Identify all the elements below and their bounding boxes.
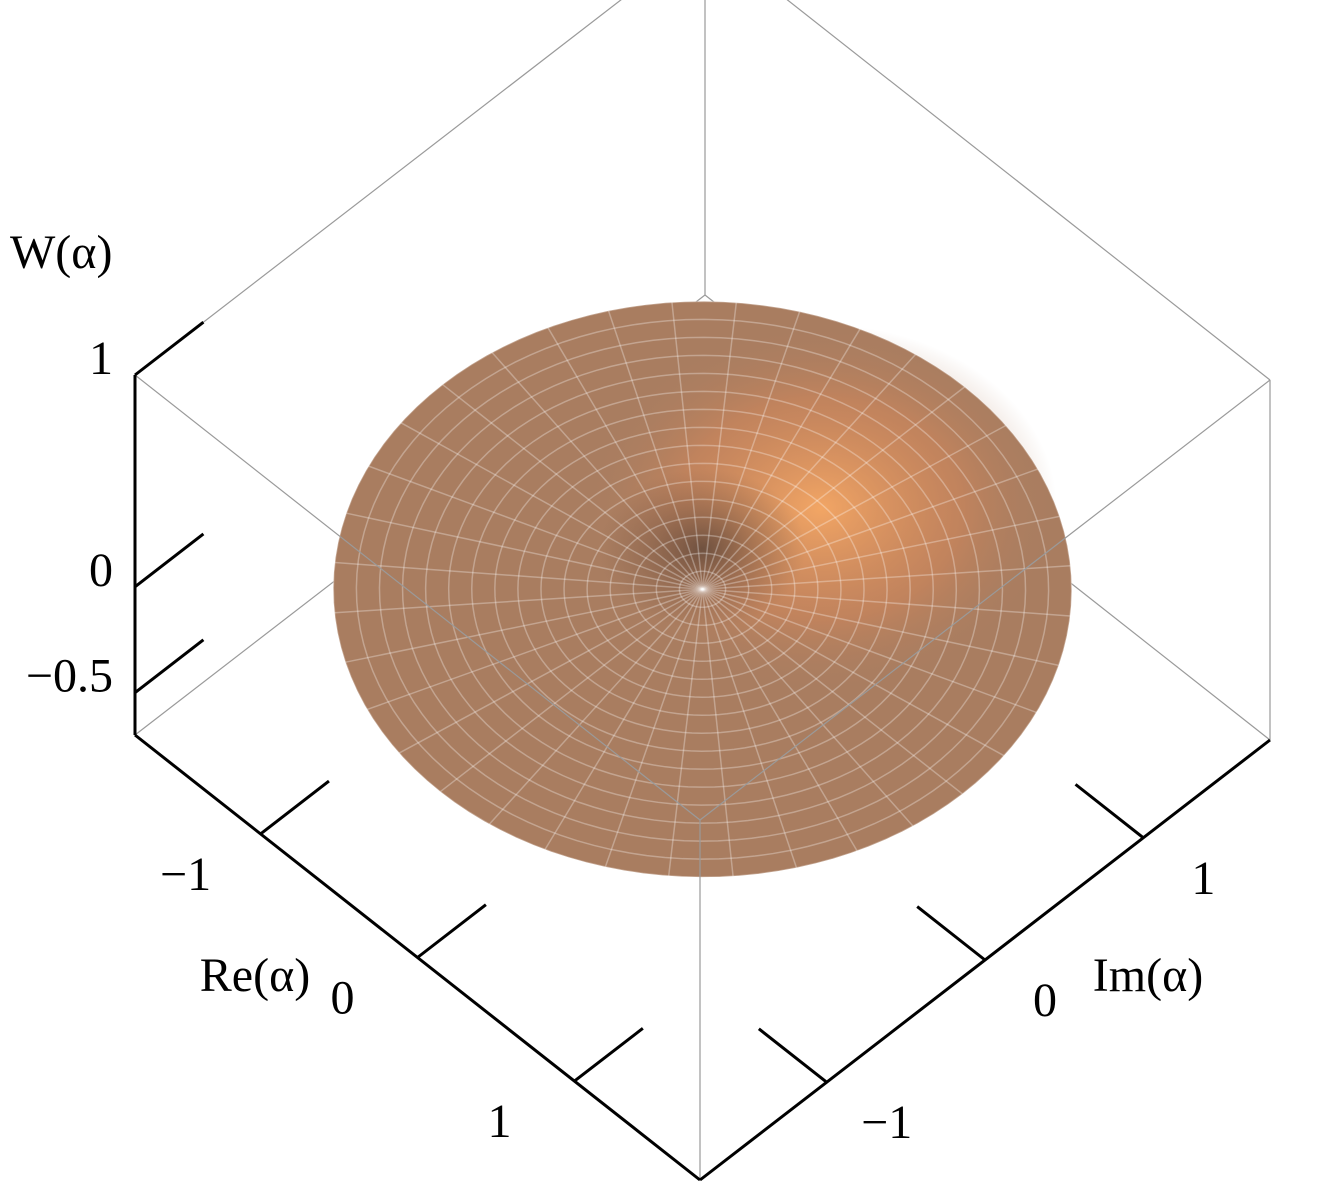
mesh-line <box>491 352 704 590</box>
y-axis-label: Im(α) <box>1093 949 1203 1002</box>
mesh-line <box>366 588 703 711</box>
x-tick-label: 0 <box>331 972 355 1025</box>
z-tick <box>134 638 205 694</box>
box-edge <box>786 0 1271 381</box>
z-axis-label: W(α) <box>10 226 112 279</box>
mesh-line <box>471 408 934 770</box>
mesh-line <box>540 462 865 716</box>
mesh-line <box>517 444 888 734</box>
mesh-line <box>702 468 1039 590</box>
mesh-line <box>346 512 703 590</box>
mesh-line <box>671 302 704 590</box>
mesh-line <box>332 300 1073 878</box>
mesh-line <box>547 327 704 590</box>
mesh-line <box>702 588 1059 667</box>
z-tick <box>134 321 205 377</box>
box-edge <box>134 0 622 376</box>
mesh-line <box>345 588 703 663</box>
mesh-line <box>494 426 911 752</box>
mesh-line <box>702 424 1007 590</box>
x-tick-label: 1 <box>487 1095 511 1148</box>
mesh-line <box>424 372 981 806</box>
mesh-line <box>398 588 703 754</box>
mesh-line <box>334 561 703 591</box>
mesh-line <box>609 516 796 662</box>
mesh-line <box>701 353 917 590</box>
mesh-line <box>701 589 798 868</box>
mesh-line <box>632 534 773 644</box>
mesh-line <box>701 589 734 877</box>
mesh-line <box>447 390 958 788</box>
mesh-line <box>702 588 1071 617</box>
mesh-line <box>368 465 703 590</box>
mesh-line <box>355 318 1050 860</box>
mesh-line <box>488 588 704 825</box>
mesh-line <box>586 498 819 680</box>
y-tick-label: 0 <box>1033 974 1057 1027</box>
mesh-line <box>701 588 858 852</box>
mesh-line <box>400 422 703 590</box>
mesh-line <box>701 302 738 590</box>
x-tick <box>416 903 487 959</box>
mesh-line <box>607 310 704 590</box>
mesh-line <box>439 588 703 793</box>
mesh-line <box>442 383 703 590</box>
y-tick-label: −1 <box>861 1096 912 1149</box>
x-tick-label: −1 <box>160 848 211 901</box>
mesh-line <box>655 552 750 626</box>
mesh-line <box>702 588 1005 757</box>
y-tick <box>916 905 986 962</box>
surface-shadow <box>333 301 1072 878</box>
mesh-line <box>702 588 963 795</box>
box-edge <box>134 374 701 821</box>
mesh-line <box>702 565 1071 591</box>
z-tick-label: 0 <box>89 544 113 597</box>
mesh-line <box>701 328 861 590</box>
mesh-line <box>701 588 914 827</box>
z-tick-label: −0.5 <box>26 650 113 703</box>
y-tick <box>1074 783 1145 839</box>
mesh-line <box>401 354 1004 824</box>
mesh-line <box>563 480 842 698</box>
x-tick <box>573 1027 644 1083</box>
x-axis-label: Re(α) <box>200 949 310 1002</box>
mesh-line <box>544 588 704 850</box>
mesh-line <box>702 386 966 590</box>
y-tick <box>757 1027 828 1084</box>
box-edge <box>699 379 1271 821</box>
mesh-line <box>701 311 801 590</box>
z-tick-label: 1 <box>89 332 113 385</box>
mesh-line <box>604 589 704 868</box>
x-tick <box>259 779 330 836</box>
z-tick <box>134 532 205 588</box>
mesh-line <box>334 588 703 614</box>
mesh-line <box>667 589 704 876</box>
mesh-line <box>678 570 727 609</box>
mesh-line <box>702 515 1060 590</box>
mesh-line <box>702 588 1037 714</box>
y-tick-label: 1 <box>1191 852 1215 905</box>
mesh-line <box>378 336 1027 842</box>
